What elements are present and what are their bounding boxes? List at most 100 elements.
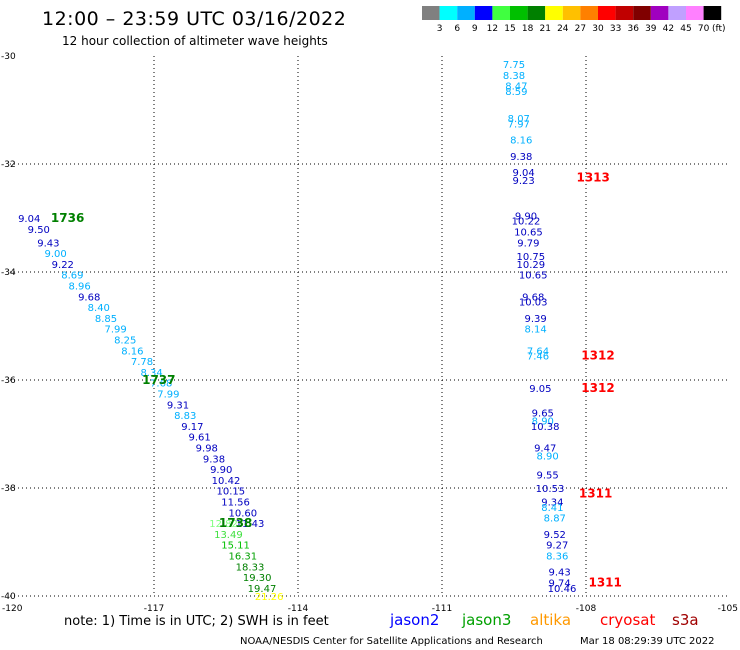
legend-swatch [686,6,704,20]
legend-label: 3 [437,24,443,34]
lat-tick-label: -36 [1,376,16,386]
lat-tick-label: -38 [1,484,16,494]
wave-height-value: 9.52 [544,530,566,541]
legend-swatch [545,6,563,20]
wave-height-value: 10.15 [216,487,245,498]
satellite-jason3-label: jason3 [461,611,511,629]
wave-height-value: 9.17 [181,422,203,433]
wave-height-value: 10.22 [512,217,541,228]
wave-height-value: 10.65 [514,228,543,239]
wave-height-value: 10.60 [228,508,257,519]
wave-height-value: 10.46 [548,584,577,595]
satellite-s3a-label: s3a [672,611,699,629]
lat-tick-label: -40 [1,592,16,602]
wave-height-value: 9.38 [510,152,532,163]
wave-height-value: 7.97 [508,120,530,131]
map-grid [10,56,730,597]
lon-tick-label: -105 [718,604,738,614]
legend-swatch [703,6,722,20]
legend-swatch [492,6,510,20]
wave-height-value: 9.31 [167,400,189,411]
legend-label: 39 [645,24,657,34]
legend-label: 12 [487,24,498,34]
wave-height-value: 9.90 [210,465,232,476]
wave-height-value: 9.05 [529,384,551,395]
wave-height-value: 8.25 [114,336,136,347]
legend-swatch [633,6,651,20]
legend-swatch [422,6,440,20]
lat-tick-label: -32 [1,160,16,170]
wave-height-value: 8.38 [503,71,525,82]
wave-height-value: 9.39 [524,314,546,325]
wave-height-value: 9.79 [517,238,539,249]
wave-height-values: 9.049.509.439.009.228.698.969.688.408.85… [18,60,576,603]
axis-ticks: -120 -117 -114 -111 -108 -105 -30 -32 -34 -36 -38 -… [1,52,738,614]
lon-tick-label: -108 [576,604,597,614]
satellite-cryosat-label: cryosat [600,611,655,629]
wave-height-value: 9.50 [28,225,50,236]
wave-height-value: 9.55 [536,471,558,482]
wave-height-value: 8.34 [140,368,162,379]
wave-height-value: 8.14 [524,325,546,336]
pass-time-label: 1312 [581,381,614,395]
satellite-jason2-label: jason2 [389,611,439,629]
legend-label: 21 [539,24,550,34]
wave-height-value: 9.00 [44,249,66,260]
wave-height-value: 9.74 [548,579,570,590]
legend-swatch [562,6,581,20]
wave-height-value: 8.36 [546,552,568,563]
wave-height-value: 9.61 [188,433,210,444]
wave-height-value: 8.47 [505,82,527,93]
wave-height-value: 8.40 [88,303,110,314]
wave-height-value: 9.68 [522,292,544,303]
pass-time-label: 1312 [581,349,614,363]
wave-height-value: 9.22 [52,260,74,271]
wave-height-value: 8.41 [541,503,563,514]
pass-time-label: 1311 [579,486,612,500]
wave-height-value: 9.90 [515,211,537,222]
satellite-altika-label: altika [530,611,571,629]
wave-height-value: 9.27 [546,541,568,552]
legend-swatch [615,6,634,20]
wave-height-value: 13.49 [214,530,243,541]
wave-height-value: 10.65 [519,271,548,282]
lon-tick-label: -111 [432,604,452,614]
legend-label: 45 [680,24,691,34]
wave-height-value: 19.30 [243,573,272,584]
units-note: note: 1) Time is in UTC; 2) SWH is in fe… [64,614,329,629]
wave-height-value: 10.29 [516,260,545,271]
legend-label: 6 [454,24,460,34]
legend-swatch [439,6,458,20]
legend-label: 9 [472,24,478,34]
wave-height-value: 8.59 [505,87,527,98]
legend-label: 42 [663,24,674,34]
wave-height-value: 19.47 [248,584,277,595]
wave-height-value: 7.64 [527,346,549,357]
wave-height-value: 8.96 [68,282,90,293]
wave-height-value: 7.46 [527,352,549,363]
wave-height-value: 7.78 [131,357,153,368]
pass-time-label: 1311 [588,576,621,590]
color-scale-legend: 3 6 9 12 15 18 21 24 27 30 33 36 39 42 45 70 [422,6,722,34]
wave-height-value: 7.99 [157,390,179,401]
legend-unit: (ft) [712,24,726,34]
legend-label: 18 [522,24,534,34]
legend-swatch [457,6,475,20]
wave-height-value: 12.82 [209,519,238,530]
wave-height-value: 9.23 [512,176,534,187]
wave-height-value: 9.04 [512,168,534,179]
wave-height-value: 15.11 [221,541,250,552]
legend-swatch [510,6,528,20]
wave-height-value: 9.98 [196,444,218,455]
wave-height-value: 8.83 [174,411,196,422]
wave-height-value: 9.04 [18,214,40,225]
wave-height-value: 18.33 [236,562,265,573]
wave-height-value: 21.26 [255,592,284,603]
wave-height-value: 8.90 [536,452,558,463]
wave-height-value: 16.31 [228,552,257,563]
legend-swatch [474,6,493,20]
lon-tick-label: -117 [144,604,164,614]
legend-label: 33 [610,24,621,34]
wave-height-value: 10.38 [531,422,560,433]
